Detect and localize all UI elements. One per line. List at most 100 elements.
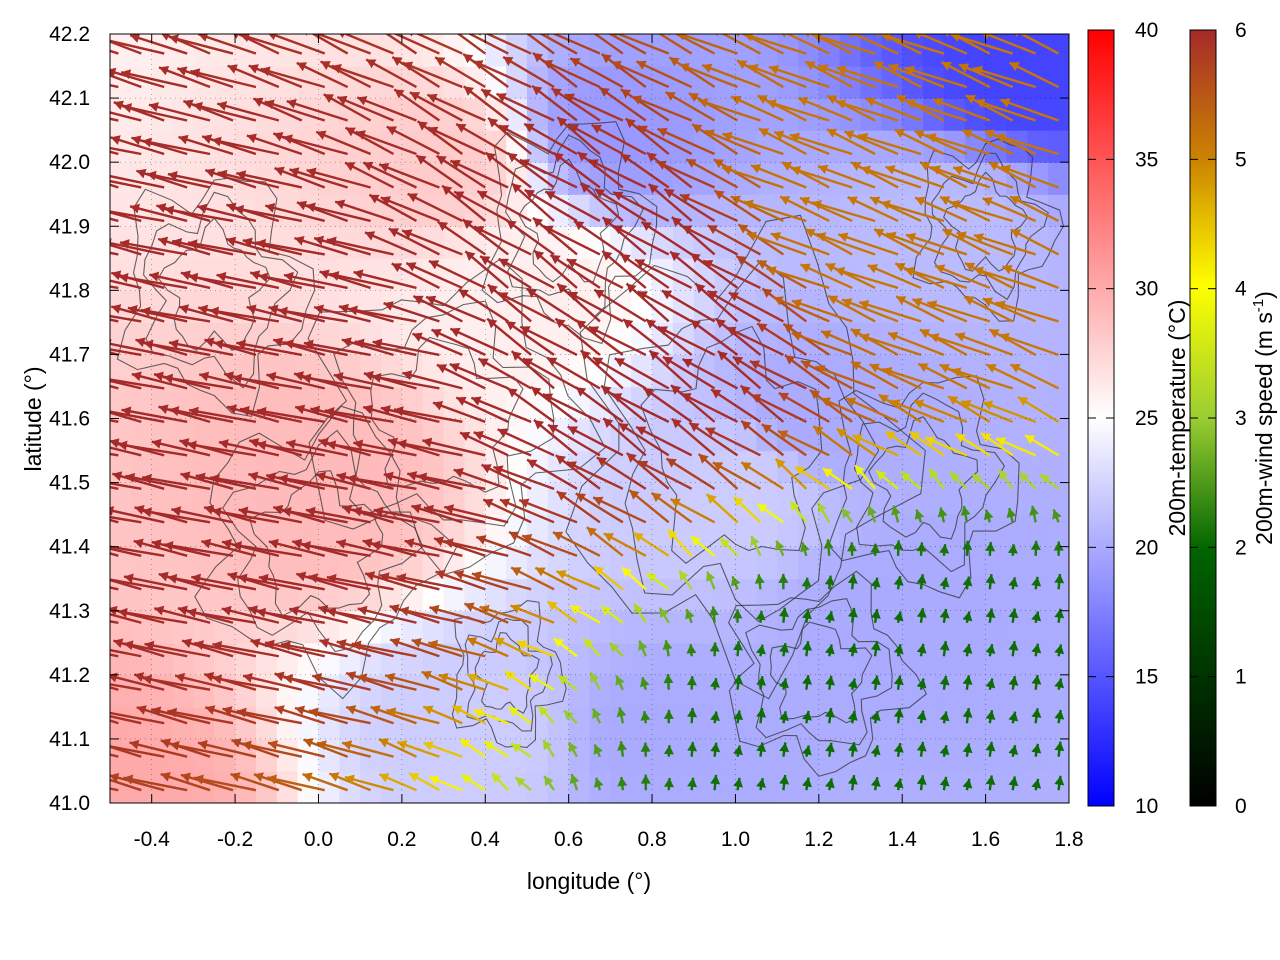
wind-arrow-head	[914, 129, 925, 140]
wind-arrow-head	[949, 199, 960, 210]
wind-arrow-head	[769, 64, 780, 75]
wind-arrow-head	[757, 95, 768, 105]
wind-arrow-head	[54, 774, 64, 784]
temperature-cell	[193, 162, 215, 195]
temperature-colorbar-tick-label: 35	[1135, 148, 1158, 171]
wind-arrow-shaft	[950, 34, 1014, 55]
temperature-cell	[318, 354, 340, 388]
wind-arrow-head	[625, 118, 636, 129]
wind-arrow-head	[99, 35, 109, 45]
wind-arrow-shaft	[110, 69, 165, 89]
wind-arrow-shaft	[428, 259, 486, 290]
wind-arrow-head	[791, 298, 803, 309]
wind-arrow-head	[634, 603, 643, 614]
wind-arrow-head	[189, 406, 199, 417]
wind-arrow-shaft	[646, 151, 693, 189]
wind-arrow-shaft	[160, 34, 211, 55]
wind-arrow-head	[534, 250, 545, 261]
wind-arrow-shaft	[176, 67, 234, 89]
wind-arrow-shaft	[423, 506, 486, 524]
wind-arrow-shaft	[149, 273, 211, 290]
wind-arrow-shaft	[640, 220, 693, 256]
wind-arrow-head	[167, 707, 178, 718]
wind-arrow-shaft	[914, 129, 968, 156]
wind-arrow-shaft	[192, 103, 257, 122]
wind-arrow-head	[596, 457, 608, 467]
wind-arrow-head	[1040, 474, 1051, 484]
wind-arrow-head	[151, 539, 162, 550]
wind-arrow-head	[836, 65, 847, 75]
wind-arrow-shaft	[939, 363, 991, 390]
wind-arrow-head	[253, 97, 264, 107]
wind-arrow-head	[373, 506, 384, 517]
wind-arrow-head	[588, 159, 599, 169]
wind-arrow-shaft	[472, 60, 532, 89]
wind-arrow-head	[437, 221, 449, 232]
temperature-colorbar-tick-label: 15	[1135, 666, 1158, 689]
temperature-cell	[818, 642, 841, 676]
wind-arrow-head	[158, 404, 169, 415]
wind-arrow-shaft	[289, 168, 349, 189]
wind-arrow-head	[342, 504, 353, 515]
x-tick-label: -0.4	[134, 828, 171, 851]
wind-arrow-head	[428, 126, 439, 136]
temperature-cell	[985, 642, 1008, 676]
wind-arrow-shaft	[209, 476, 280, 491]
wind-arrow-head	[406, 262, 417, 272]
temperature-cell	[276, 674, 299, 708]
wind-arrow-head	[258, 272, 269, 283]
wind-arrow-head	[825, 263, 836, 273]
temperature-cell	[777, 610, 799, 644]
wind-arrow-head	[232, 373, 243, 384]
temperature-cell	[881, 514, 903, 548]
temperature-cell	[610, 578, 632, 612]
wind-arrow-shaft	[473, 225, 532, 256]
wind-arrow-head	[594, 189, 606, 199]
wind-arrow-shaft	[749, 360, 807, 390]
wind-arrow-head	[371, 23, 381, 32]
wind-arrow-head	[847, 775, 858, 785]
wind-arrow-head	[795, 466, 806, 476]
temperature-cell	[818, 450, 841, 484]
wind-arrow-head	[603, 418, 614, 428]
wind-arrow-shaft	[952, 166, 1014, 189]
wind-arrow-shaft	[326, 609, 394, 624]
wind-arrow-head	[211, 507, 222, 518]
contour-line	[116, 177, 316, 418]
wind-arrow-head	[355, 130, 366, 140]
wind-arrow-shaft	[212, 676, 280, 691]
temperature-cell	[756, 194, 778, 227]
wind-arrow-shaft	[773, 296, 830, 323]
wind-arrow-head	[637, 125, 648, 135]
wind-arrow-shaft	[386, 125, 440, 156]
temperature-cell	[839, 34, 862, 67]
wind-arrow-head	[465, 251, 476, 261]
wind-arrow-head	[664, 189, 675, 199]
wind-arrow-head	[972, 473, 983, 484]
temperature-cell	[547, 610, 570, 644]
wind-arrow-head	[895, 262, 906, 272]
wind-arrow-head	[873, 61, 884, 71]
wind-arrow-head	[99, 406, 109, 416]
temperature-cell	[276, 322, 299, 356]
temperature-cell	[923, 642, 945, 676]
wind-arrow-head	[199, 371, 210, 382]
temperature-cell	[339, 34, 361, 67]
temperature-cell	[631, 130, 653, 163]
wind-arrow-head	[496, 93, 507, 103]
wind-arrow-shaft	[409, 91, 463, 122]
wind-arrow-head	[569, 773, 580, 785]
wind-arrow-head	[695, 283, 706, 294]
wind-arrow-head	[711, 389, 722, 399]
wind-arrow-head	[371, 540, 381, 551]
temperature-cell	[693, 578, 716, 612]
wind-arrow-head	[731, 576, 741, 587]
wind-arrow-head	[294, 236, 305, 246]
wind-arrow-shaft	[847, 196, 899, 223]
temperature-cell	[235, 674, 257, 708]
wind-arrow-head	[599, 34, 600, 35]
wind-arrow-shaft	[117, 610, 188, 624]
temperature-cell	[589, 546, 611, 580]
wind-arrow-head	[399, 606, 410, 617]
wind-arrow-shaft	[308, 575, 371, 591]
